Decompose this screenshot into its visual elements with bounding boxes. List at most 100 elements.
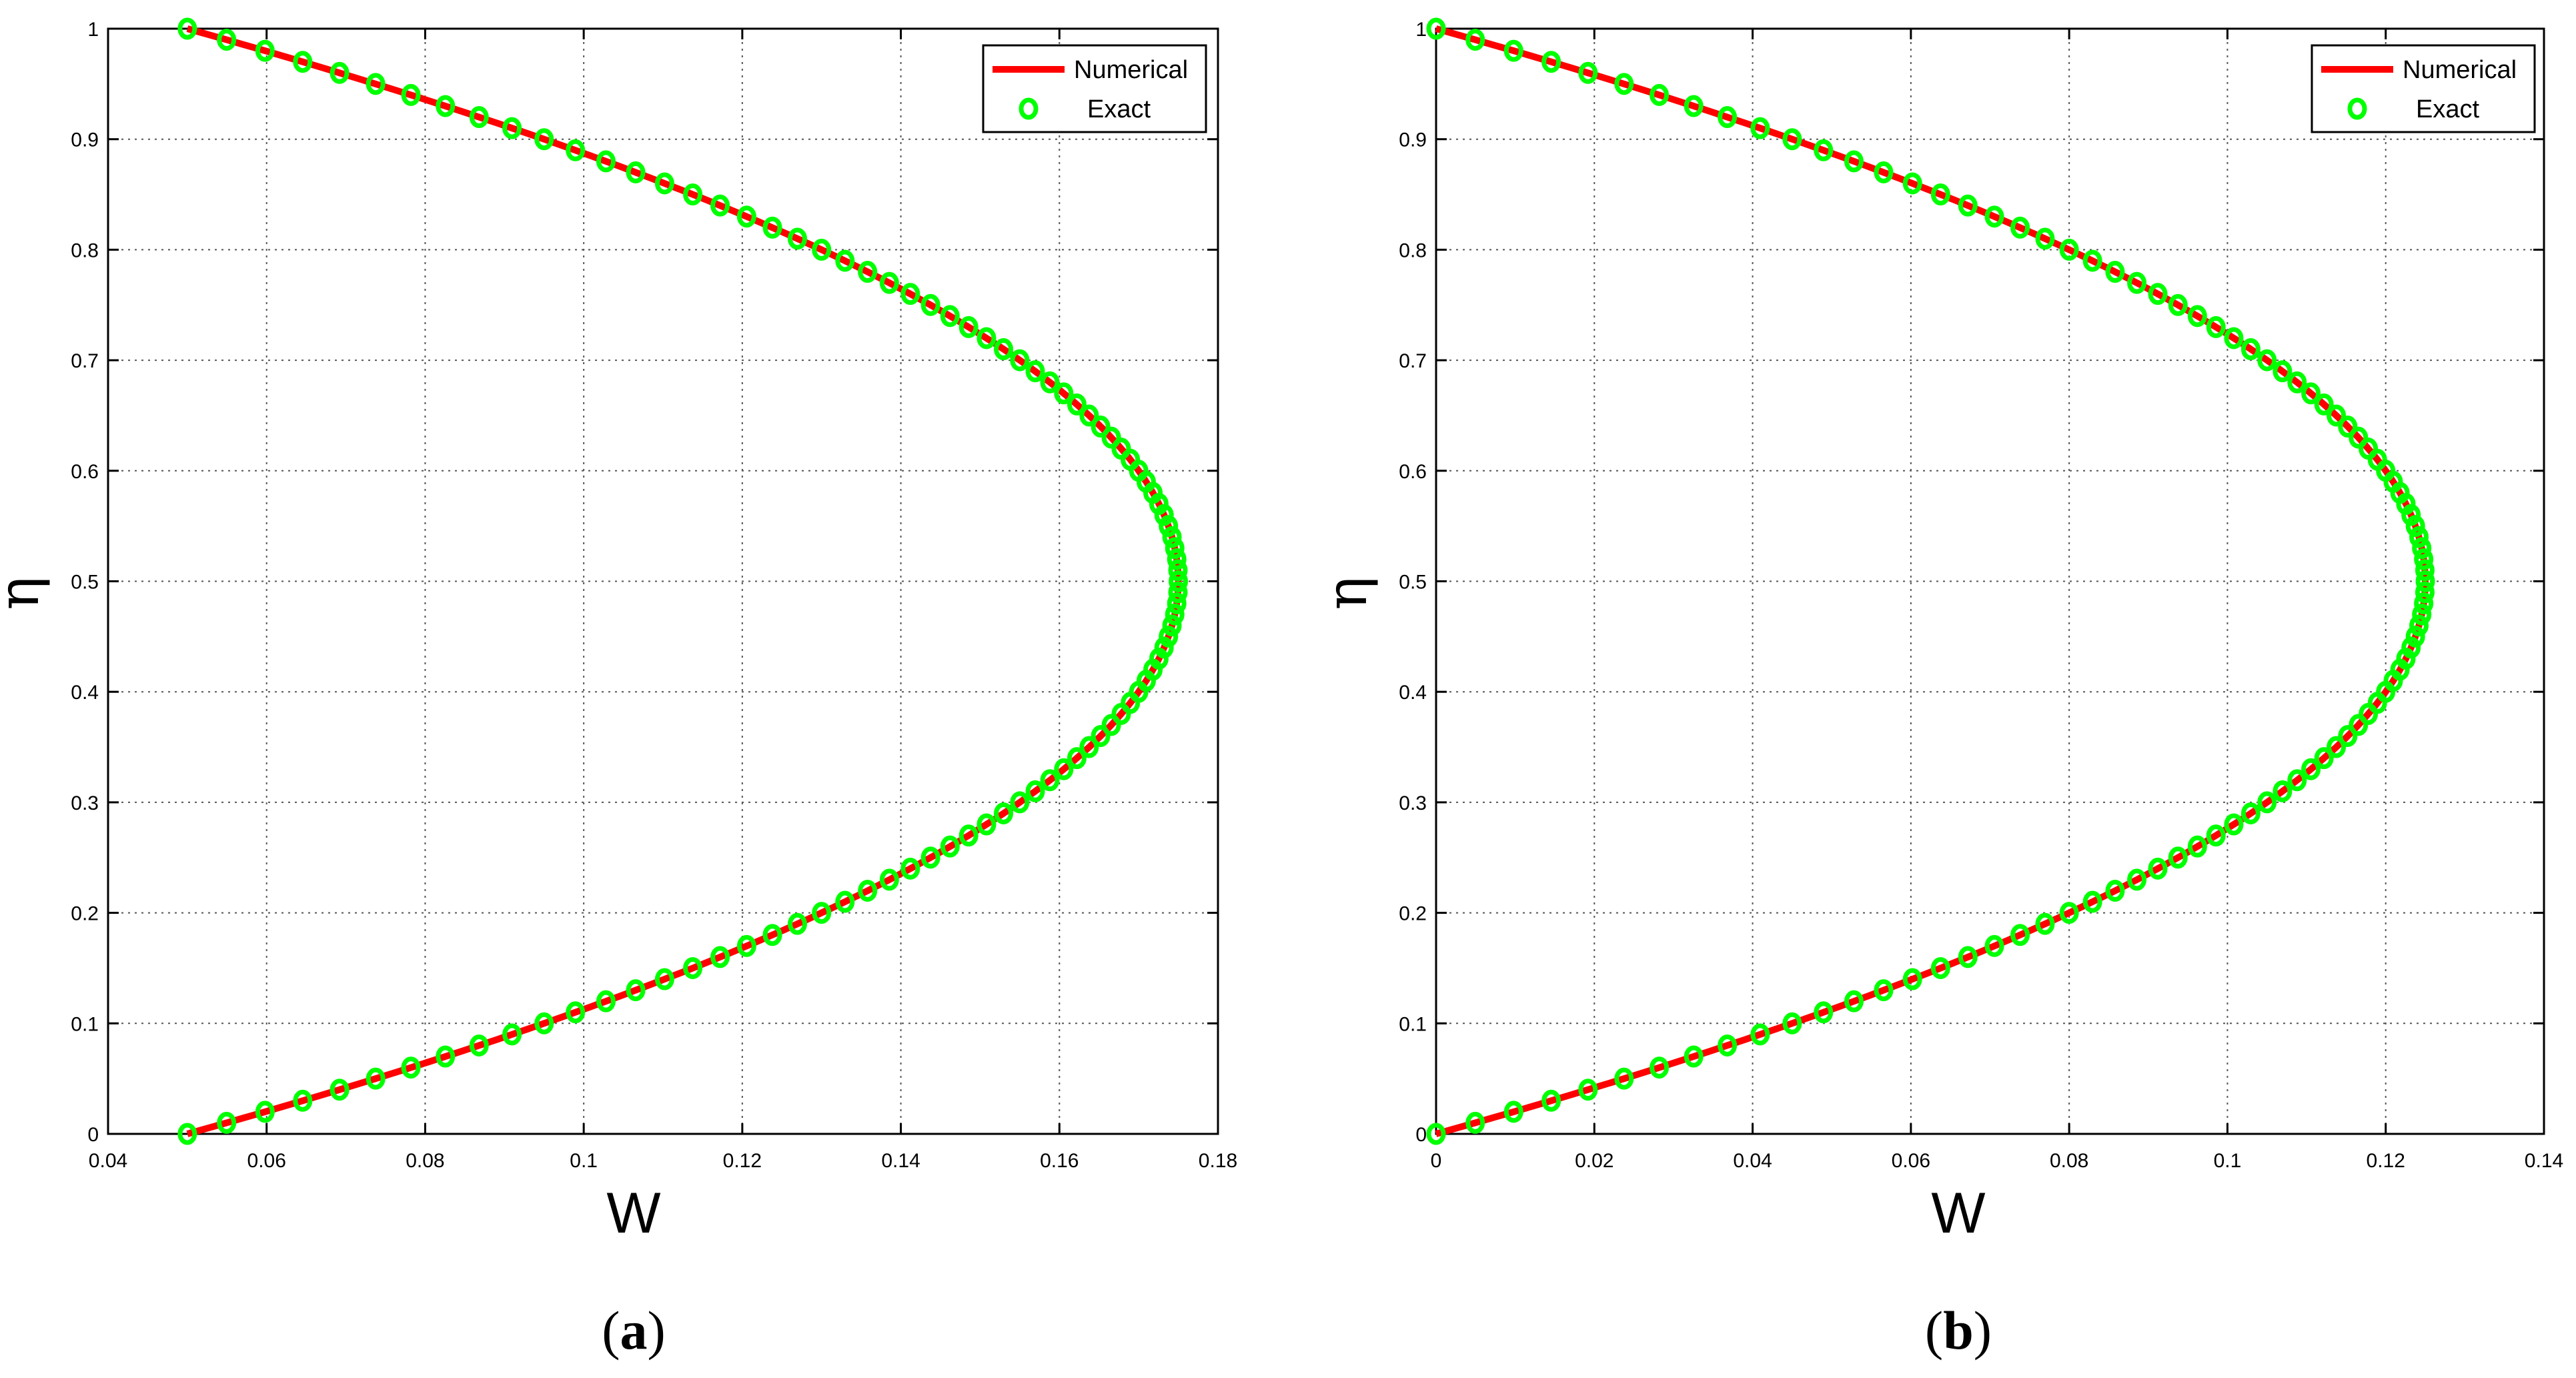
exact-data-point xyxy=(1874,979,1894,1002)
exact-data-point xyxy=(2287,769,2307,792)
exact-data-point xyxy=(177,1123,197,1145)
exact-data-point xyxy=(1165,603,1185,626)
exact-data-point xyxy=(1101,426,1121,449)
x-tick-label: 0.06 xyxy=(1892,1150,1930,1172)
exact-data-point xyxy=(2082,249,2102,272)
exact-data-point xyxy=(2415,559,2435,582)
exact-data-point xyxy=(1067,747,1087,770)
exact-data-point xyxy=(366,73,386,95)
exact-data-point xyxy=(2168,846,2188,869)
exact-data-point xyxy=(1168,581,1188,604)
legend-exact-swatch xyxy=(2347,97,2367,120)
exact-data-point xyxy=(1159,625,1179,648)
exact-data-point xyxy=(736,934,756,957)
exact-data-point xyxy=(1010,791,1030,814)
exact-data-point xyxy=(1025,780,1045,802)
exact-data-point xyxy=(812,902,832,924)
exact-data-point xyxy=(1025,360,1045,383)
exact-data-point xyxy=(2409,614,2429,637)
exact-data-point xyxy=(1465,1111,1485,1134)
exact-data-point xyxy=(835,249,855,272)
exact-data-point xyxy=(2327,404,2347,427)
y-tick-label: 0.9 xyxy=(71,129,99,151)
exact-data-point xyxy=(1874,161,1894,183)
exact-data-point xyxy=(993,802,1013,824)
panel-label-open-paren: ( xyxy=(602,1300,620,1361)
exact-data-point xyxy=(858,879,878,902)
exact-data-point xyxy=(2301,382,2321,405)
exact-data-point xyxy=(1169,570,1189,592)
exact-data-point xyxy=(958,315,979,338)
exact-data-point xyxy=(1930,956,1950,979)
exact-data-point xyxy=(626,979,646,1002)
exact-data-point xyxy=(1079,736,1099,758)
exact-data-point xyxy=(2409,526,2429,548)
exact-data-point xyxy=(2206,315,2226,338)
exact-data-point xyxy=(469,1034,489,1057)
exact-data-point xyxy=(217,29,237,51)
exact-data-point xyxy=(1614,73,1634,95)
exact-data-point xyxy=(330,1079,350,1101)
panel-label-close-paren: ) xyxy=(1974,1300,1992,1361)
exact-data-point xyxy=(683,956,703,979)
exact-data-point xyxy=(787,912,807,935)
exact-data-point xyxy=(2127,868,2147,891)
y-tick-label: 0.1 xyxy=(71,1013,99,1035)
exact-data-point xyxy=(993,338,1013,361)
legend-exact-label: Exact xyxy=(1087,95,1151,123)
exact-data-point xyxy=(2414,592,2434,615)
exact-data-point xyxy=(1984,205,2004,228)
exact-data-point xyxy=(255,39,275,62)
exact-data-point xyxy=(1750,1023,1770,1046)
exact-data-point xyxy=(1054,758,1074,780)
y-tick-label: 0.7 xyxy=(71,350,99,372)
exact-data-point xyxy=(1154,636,1174,659)
x-tick-label: 0.04 xyxy=(89,1150,127,1172)
exact-data-point xyxy=(1750,117,1770,139)
y-tick-label: 1 xyxy=(87,19,99,41)
exact-data-point xyxy=(596,990,616,1012)
exact-data-point xyxy=(2187,835,2207,858)
exact-data-point xyxy=(1844,150,1864,173)
legend-box xyxy=(982,44,1207,133)
y-tick-label: 0.4 xyxy=(71,682,99,704)
exact-data-point xyxy=(787,227,807,250)
y-tick-label: 0.1 xyxy=(1399,1013,1427,1035)
exact-data-point xyxy=(2349,426,2369,449)
exact-data-point xyxy=(1541,1089,1561,1112)
exact-data-point xyxy=(330,61,350,84)
x-tick-label: 0.16 xyxy=(1040,1150,1079,1172)
panel-label-open-paren: ( xyxy=(1925,1300,1943,1361)
exact-data-point xyxy=(1902,968,1922,990)
exact-data-point xyxy=(2082,890,2102,913)
exact-data-point xyxy=(1503,1101,1523,1123)
exact-data-point xyxy=(1111,438,1131,460)
exact-data-point xyxy=(2412,537,2432,560)
exact-data-point xyxy=(2010,216,2030,239)
exact-data-point xyxy=(566,139,586,161)
legend: Numerical Exact xyxy=(982,44,1207,133)
exact-data-point xyxy=(1814,1001,1834,1024)
exact-data-point xyxy=(654,172,674,195)
exact-data-point xyxy=(1650,1057,1670,1079)
exact-data-point xyxy=(1040,769,1060,792)
exact-data-point xyxy=(2059,238,2079,261)
exact-data-point xyxy=(1614,1067,1634,1090)
exact-data-point xyxy=(2127,271,2147,294)
exact-data-point xyxy=(2415,570,2435,592)
exact-data-point xyxy=(1040,371,1060,394)
x-tick-label: 0.06 xyxy=(247,1150,286,1172)
y-tick-label: 0.6 xyxy=(71,461,99,483)
exact-data-point xyxy=(2105,879,2125,902)
exact-data-point xyxy=(2224,327,2244,350)
exact-data-point xyxy=(683,183,703,206)
exact-data-point xyxy=(2240,802,2261,824)
exact-data-point xyxy=(2327,736,2347,758)
exact-data-point xyxy=(2287,371,2307,394)
y-axis-label: η xyxy=(1314,576,1379,610)
legend-numerical-label: Numerical xyxy=(1074,56,1188,84)
exact-data-point xyxy=(1167,592,1187,615)
y-tick-label: 0.8 xyxy=(71,239,99,261)
exact-data-point xyxy=(2338,416,2358,438)
